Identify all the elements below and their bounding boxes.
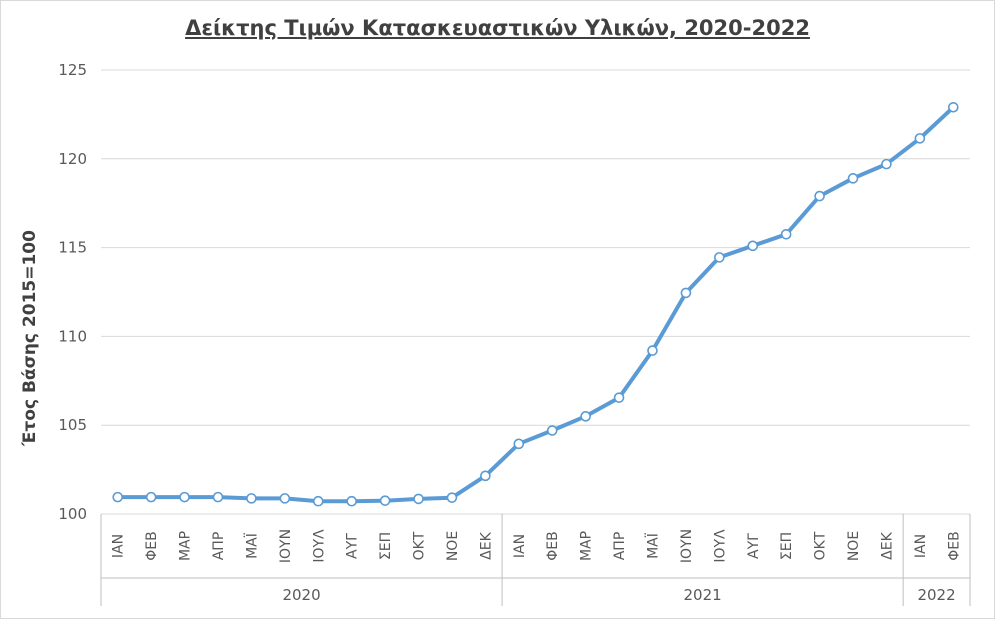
y-tick-label: 125	[58, 61, 87, 79]
y-tick-label: 110	[58, 327, 87, 345]
data-point	[446, 492, 458, 503]
x-tick-label: ΝΟΕ	[846, 531, 862, 561]
data-point	[212, 491, 224, 503]
data-point	[881, 158, 892, 170]
x-tick-label: ΣΕΠ	[779, 532, 795, 560]
x-tick-label: ΑΠΡ	[612, 532, 628, 561]
x-tick-label: ΦΕΒ	[144, 531, 160, 560]
series-line-path	[115, 105, 956, 504]
y-tick-labels: 100 105 110 115 120 125	[58, 61, 87, 523]
x-tick-label: ΙΑΝ	[111, 534, 127, 558]
x-tick-label: ΙΟΥΛ	[712, 529, 728, 563]
x-tick-label: ΙΟΥΝ	[679, 529, 695, 563]
data-point	[112, 491, 124, 503]
x-tick-label: ΙΟΥΛ	[311, 529, 327, 563]
data-point	[780, 228, 792, 240]
data-point	[814, 190, 825, 202]
x-tick-label: ΜΑΡ	[579, 531, 595, 561]
y-tick-label: 120	[58, 150, 87, 168]
x-tick-label: ΙΑΝ	[913, 534, 929, 558]
x-tick-label: ΟΚΤ	[412, 531, 428, 560]
series-line	[112, 101, 959, 507]
x-tick-label: ΙΑΝ	[512, 534, 528, 558]
data-point	[680, 287, 692, 299]
data-point	[747, 240, 759, 252]
x-tick-label: ΝΟΕ	[445, 531, 461, 561]
gridlines	[101, 69, 970, 515]
data-point	[847, 173, 859, 184]
data-point	[279, 493, 291, 504]
data-point	[613, 392, 625, 403]
x-tick-label: ΜΑΡ	[178, 531, 194, 561]
y-tick-label: 100	[58, 505, 87, 523]
year-label: 2021	[684, 586, 722, 604]
year-label: 2020	[282, 586, 320, 604]
x-tick-label: ΔΕΚ	[879, 531, 895, 559]
data-point	[179, 491, 190, 503]
data-point	[513, 438, 525, 450]
data-point	[145, 491, 157, 503]
y-tick-label: 105	[58, 416, 87, 434]
data-point	[580, 411, 591, 422]
x-tick-label: ΙΟΥΝ	[278, 529, 294, 563]
chart-title: Δείκτης Τιμών Κατασκευαστικών Υλικών, 20…	[185, 16, 810, 40]
data-point	[546, 425, 558, 436]
data-point	[312, 495, 324, 507]
x-tick-label: ΑΥΓ	[746, 533, 762, 559]
data-point	[947, 101, 959, 113]
data-point	[379, 495, 391, 506]
data-point	[480, 470, 491, 482]
data-point	[714, 252, 725, 263]
x-tick-label: ΟΚΤ	[813, 531, 829, 560]
x-axis: ΙΑΝ ΦΕΒ ΜΑΡ ΑΠΡ ΜΑΪ ΙΟΥΝ ΙΟΥΛ ΑΥΓ ΣΕΠ ΟΚΤ ΝΟΕ ΔΕΚ ΙΑ…	[100, 514, 971, 606]
x-tick-label: ΦΕΒ	[545, 531, 561, 560]
y-tick-label: 115	[58, 239, 87, 257]
data-point	[914, 133, 926, 144]
x-tick-label: ΑΠΡ	[211, 532, 227, 561]
data-point	[346, 495, 357, 507]
x-tick-label: ΦΕΒ	[946, 531, 962, 560]
data-point	[246, 493, 257, 504]
data-point	[413, 493, 424, 505]
x-tick-label: ΜΑΪ	[242, 532, 260, 559]
x-tick-label: ΜΑΪ	[643, 532, 661, 559]
year-label: 2022	[917, 586, 955, 604]
x-tick-label: ΔΕΚ	[478, 531, 494, 559]
data-point	[647, 345, 658, 356]
x-tick-label: ΣΕΠ	[378, 532, 394, 560]
x-tick-label: ΑΥΓ	[345, 533, 361, 559]
